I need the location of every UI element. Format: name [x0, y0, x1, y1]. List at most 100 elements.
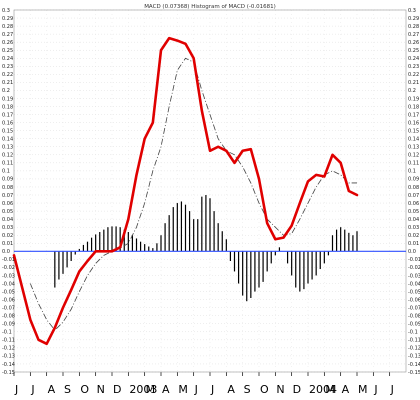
x-tick-label: J — [14, 383, 18, 396]
y-tick-label: -0.02 — [2, 265, 15, 271]
x-tick-label: O — [80, 383, 89, 396]
y-tick-label: 0.03 — [408, 225, 419, 231]
y-tick-label: 0.27 — [408, 32, 419, 38]
y-tick-label: 0.2 — [408, 88, 416, 94]
x-tick-label: M — [358, 383, 368, 396]
y-tick-label: -0.08 — [2, 313, 15, 319]
y-tick-label: 0.15 — [2, 128, 13, 134]
y-tick-label: 0.02 — [2, 233, 13, 239]
y-tick-label: -0.12 — [408, 346, 420, 352]
y-tick-label: 0.11 — [408, 161, 419, 167]
y-tick-label: 0.18 — [408, 104, 419, 110]
y-tick-label: 0.2 — [2, 88, 10, 94]
x-tick-label: M — [178, 383, 188, 396]
x-tick-label: 2004 — [309, 383, 337, 396]
y-tick-label: 0.23 — [408, 64, 419, 70]
y-tick-label: 0.02 — [408, 233, 419, 239]
y-tick-label: 0.0 — [2, 249, 10, 255]
y-tick-label: 0.1 — [408, 169, 416, 175]
y-tick-label: -0.05 — [408, 289, 420, 295]
y-tick-label: -0.03 — [2, 273, 15, 279]
y-tick-label: 0.07 — [408, 193, 419, 199]
y-tick-label: 0.25 — [2, 48, 13, 54]
x-tick-label: N — [276, 383, 284, 396]
y-tick-label: 0.17 — [2, 112, 13, 118]
y-tick-label: 0.28 — [408, 24, 419, 30]
y-tick-label: 0.29 — [408, 16, 419, 22]
y-tick-label: 0.19 — [2, 96, 13, 102]
y-tick-label: 0.09 — [408, 177, 419, 183]
y-tick-label: -0.01 — [408, 257, 420, 263]
y-tick-label: -0.01 — [2, 257, 15, 263]
x-tick-label: J — [194, 383, 198, 396]
macd-line-layer — [12, 36, 359, 346]
y-tick-label: -0.04 — [408, 281, 420, 287]
y-tick-label: 0.08 — [408, 185, 419, 191]
y-tick-label: 0.15 — [408, 128, 419, 134]
y-tick-label: 0.12 — [408, 153, 419, 159]
y-tick-label: 0.3 — [408, 8, 416, 14]
y-tick-label: -0.06 — [408, 297, 420, 303]
y-tick-label: 0.21 — [2, 80, 13, 86]
x-tick-label: S — [64, 383, 71, 396]
y-tick-label: -0.07 — [408, 305, 420, 311]
y-tick-label: 0.29 — [2, 16, 13, 22]
y-tick-label: -0.07 — [2, 305, 15, 311]
y-tick-label: 0.05 — [2, 209, 13, 215]
y-tick-label: 0.06 — [408, 201, 419, 207]
y-tick-label: -0.03 — [408, 273, 420, 279]
y-tick-label: 0.06 — [2, 201, 13, 207]
y-tick-label: -0.1 — [2, 330, 12, 336]
y-tick-label: -0.06 — [2, 297, 15, 303]
y-tick-label: -0.02 — [408, 265, 420, 271]
y-tick-label: 0.22 — [2, 72, 13, 78]
x-tick-label: J — [210, 383, 214, 396]
y-tick-label: 0.13 — [2, 145, 13, 151]
y-tick-label: 0.21 — [408, 80, 419, 86]
macd-line — [12, 36, 359, 346]
x-tick-label: J — [30, 383, 34, 396]
y-tick-label: -0.14 — [2, 362, 15, 368]
y-tick-label: 0.12 — [2, 153, 13, 159]
y-tick-label: 0.24 — [408, 56, 419, 62]
y-tick-label: -0.08 — [408, 313, 420, 319]
y-tick-label: 0.28 — [2, 24, 13, 30]
y-tick-label: 0.11 — [2, 161, 13, 167]
y-tick-label: -0.09 — [2, 322, 15, 328]
y-tick-label: 0.0 — [408, 249, 416, 255]
y-tick-labels-right: 0.3 0.29 0.28 0.27 0.26 0.25 0.24 0.23 0.22 0.21 0… — [408, 8, 420, 376]
x-tick-label: J — [373, 383, 377, 396]
y-tick-label: -0.05 — [2, 289, 15, 295]
y-tick-label: 0.03 — [2, 225, 13, 231]
y-tick-label: 0.23 — [2, 64, 13, 70]
y-tick-label: 0.26 — [2, 40, 13, 46]
y-tick-label: 0.14 — [408, 137, 419, 143]
y-tick-label: 0.1 — [2, 169, 10, 175]
y-tick-label: 0.26 — [408, 40, 419, 46]
y-tick-label: 0.17 — [408, 112, 419, 118]
y-tick-label: -0.13 — [2, 354, 15, 360]
y-tick-label: -0.12 — [2, 346, 15, 352]
x-tick-label: J — [390, 383, 394, 396]
y-tick-label: -0.15 — [408, 370, 420, 376]
x-tick-label: O — [260, 383, 269, 396]
y-tick-label: -0.11 — [2, 338, 15, 344]
y-tick-label: 0.14 — [2, 137, 13, 143]
y-tick-label: 0.08 — [2, 185, 13, 191]
y-tick-label: 0.3 — [2, 8, 10, 14]
x-tick-label: M — [325, 383, 335, 396]
y-tick-label: 0.16 — [408, 120, 419, 126]
y-tick-label: -0.13 — [408, 354, 420, 360]
y-tick-label: 0.01 — [408, 241, 419, 247]
x-tick-label: N — [97, 383, 105, 396]
histogram-layer — [54, 195, 358, 302]
x-tick-label: A — [162, 383, 170, 396]
y-tick-label: 0.18 — [2, 104, 13, 110]
y-tick-label: 0.27 — [2, 32, 13, 38]
y-tick-label: 0.13 — [408, 145, 419, 151]
plot-frame — [13, 9, 407, 373]
x-tick-label: D — [293, 383, 301, 396]
x-tick-label: A — [227, 383, 235, 396]
